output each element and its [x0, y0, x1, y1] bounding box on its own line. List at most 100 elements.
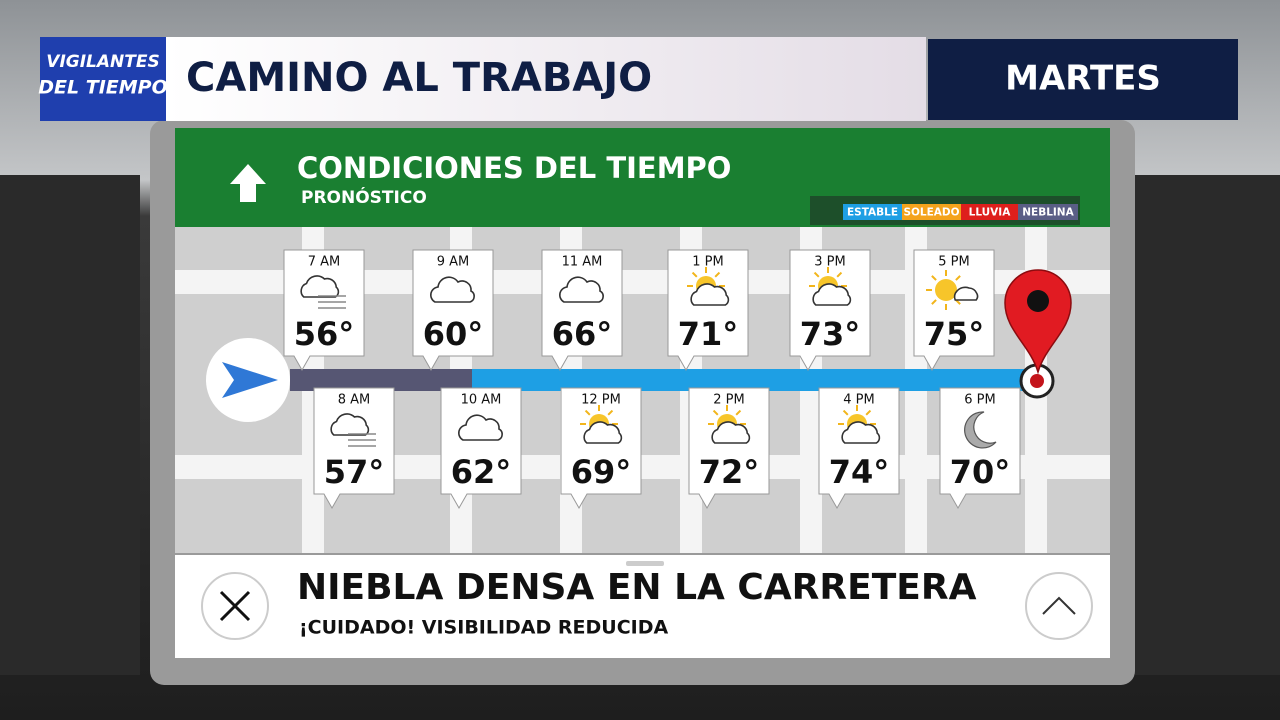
forecast-card: 6 PM 70°: [939, 387, 1021, 510]
card-bg: [818, 387, 900, 510]
cloud: [330, 413, 370, 436]
logo: [40, 37, 166, 121]
forecast-temp: 66°: [552, 315, 613, 353]
legend-label: ESTABLE: [847, 207, 898, 219]
panel-subtitle: PRONÓSTICO: [301, 186, 427, 208]
forecast-temp: 57°: [324, 453, 385, 491]
legend-label: SOLEADO: [903, 207, 959, 219]
forecast-card: 10 AM 62°: [440, 387, 522, 510]
forecast-time: 9 AM: [437, 255, 470, 270]
forecast-time: 11 AM: [562, 255, 603, 270]
forecast-time: 7 AM: [308, 255, 341, 270]
expand-circle[interactable]: [1025, 572, 1093, 640]
direction-arrow: [230, 164, 266, 202]
logo-text: VIGILANTES: [46, 52, 159, 72]
close-button[interactable]: [201, 572, 269, 640]
forecast-temp: 62°: [451, 453, 512, 491]
card-bg: [560, 387, 642, 510]
sun-ray: [813, 271, 820, 278]
alert-subtitle: ¡CUIDADO! VISIBILIDAD REDUCIDA: [299, 617, 668, 639]
sun-ray: [735, 409, 742, 416]
cloud: [841, 421, 881, 444]
forecast-time: 12 PM: [581, 393, 621, 408]
forecast-card: 12 PM 69°: [560, 387, 642, 510]
title-bar: [166, 37, 926, 121]
forecast-time: 2 PM: [713, 393, 744, 408]
forecast-time: 3 PM: [814, 255, 845, 270]
sun-ray: [931, 299, 937, 305]
card-bg: [313, 387, 395, 510]
title: CAMINO AL TRABAJO: [186, 55, 652, 101]
forecast-card: 3 PM 73°: [789, 249, 871, 372]
legend-swatch: [843, 204, 902, 220]
expand-button[interactable]: [1025, 572, 1093, 640]
handle: [626, 561, 664, 566]
card-bg: [688, 387, 770, 510]
logo-text: DEL TIEMPO: [38, 77, 167, 99]
sun-ray: [931, 275, 937, 281]
forecast-cards: 7 AM 56° 9 AM 60° 11 AM 66° 1 PM 71° 3 PM 73° 5 PM…: [283, 249, 1021, 510]
forecast-temp: 73°: [800, 315, 861, 353]
legend: ESTABLE SOLEADO LLUVIA NEBLINA: [843, 204, 1078, 220]
destination-pin: [1004, 269, 1072, 375]
dashboard-left: [0, 175, 140, 675]
legend-swatch: [961, 204, 1018, 220]
card-bg: [412, 249, 494, 372]
cloud: [953, 286, 979, 301]
sun-ray: [691, 271, 698, 278]
sun-ray: [712, 409, 719, 416]
forecast-temp: 70°: [950, 453, 1011, 491]
expand-icon[interactable]: [1042, 596, 1076, 615]
route-clear: [472, 369, 1037, 391]
forecast-temp: 56°: [294, 315, 355, 353]
forecast-time: 4 PM: [843, 393, 874, 408]
sun-ray: [836, 271, 843, 278]
card-bg: [789, 249, 871, 372]
card-bg: [541, 249, 623, 372]
day-box: [928, 39, 1238, 120]
cloud: [430, 276, 475, 303]
sun-ray: [607, 409, 614, 416]
forecast-temp: 60°: [423, 315, 484, 353]
cloud: [458, 414, 503, 441]
legend-label: LLUVIA: [969, 207, 1012, 219]
sun-ray: [584, 409, 591, 416]
forecast-card: 8 AM 57°: [313, 387, 395, 510]
cloud: [711, 421, 751, 444]
forecast-card: 9 AM 60°: [412, 249, 494, 372]
cloud: [812, 283, 852, 306]
card-bg: [283, 249, 365, 372]
cloud: [583, 421, 623, 444]
sun-ray: [955, 275, 961, 281]
card-bg: [913, 249, 995, 372]
forecast-time: 1 PM: [692, 255, 723, 270]
forecast-card: 11 AM 66°: [541, 249, 623, 372]
forecast-card: 4 PM 74°: [818, 387, 900, 510]
panel-title: CONDICIONES DEL TIEMPO: [297, 151, 731, 185]
cloud: [690, 283, 730, 306]
close-icon[interactable]: [219, 590, 251, 622]
end-dot: [1030, 374, 1044, 388]
sun-ray: [865, 409, 872, 416]
legend-label: NEBLINA: [1022, 207, 1074, 219]
forecast-time: 6 PM: [964, 393, 995, 408]
cloud: [559, 276, 604, 303]
dashboard-right: [1135, 175, 1280, 675]
card-bg: [440, 387, 522, 510]
sun-ray: [714, 271, 721, 278]
alert-title: NIEBLA DENSA EN LA CARRETERA: [297, 567, 977, 608]
forecast-temp: 75°: [924, 315, 985, 353]
pin-dot: [1027, 290, 1049, 312]
day: MARTES: [1005, 59, 1161, 99]
legend-swatch: [1018, 204, 1078, 220]
forecast-temp: 71°: [678, 315, 739, 353]
forecast-card: 7 AM 56°: [283, 249, 365, 372]
forecast-time: 10 AM: [461, 393, 502, 408]
forecast-temp: 74°: [829, 453, 890, 491]
forecast-time: 5 PM: [938, 255, 969, 270]
sun-ray: [842, 409, 849, 416]
cloud: [300, 275, 340, 298]
sun: [935, 279, 957, 301]
